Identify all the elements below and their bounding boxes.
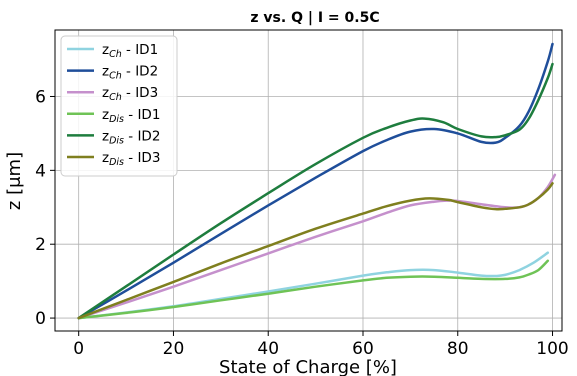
y-tick-label: 6 [35, 87, 46, 107]
legend-label-subscript: Dis [109, 135, 124, 146]
legend-entry: zDis - ID2 [67, 128, 160, 146]
y-axis-label: z [μm] [4, 152, 25, 210]
legend-entry: zCh - ID3 [67, 85, 158, 103]
legend-entry: zDis - ID3 [67, 150, 160, 168]
legend-label-suffix: - ID2 [122, 64, 158, 80]
series-line-3 [77, 173, 557, 320]
legend-label-suffix: - ID1 [124, 107, 160, 123]
series-line-4 [77, 259, 550, 320]
legend-label: zDis - ID1 [102, 107, 160, 125]
legend-label-suffix: - ID3 [124, 150, 160, 166]
series-line-6 [77, 182, 554, 320]
legend-label-subscript: Ch [109, 92, 122, 103]
x-tick-label: 40 [257, 339, 279, 359]
legend-label-subscript: Dis [109, 114, 124, 125]
legend-label-base: z [102, 128, 109, 144]
legend-entry: zCh - ID1 [67, 42, 158, 60]
legend-label-subscript: Ch [109, 49, 122, 60]
series-lines [77, 42, 557, 320]
plot-frame [54, 29, 563, 332]
legend-label-base: z [102, 42, 109, 58]
legend-label: zDis - ID2 [102, 128, 160, 146]
x-tick-label: 0 [73, 339, 84, 359]
legend-label: zCh - ID2 [102, 64, 158, 82]
y-tick-label: 2 [35, 235, 46, 255]
legend-label-subscript: Dis [109, 157, 124, 168]
x-tick-label: 100 [536, 339, 568, 359]
x-axis-label: State of Charge [%] [219, 357, 397, 376]
series-line-5 [77, 62, 554, 320]
legend-label-suffix: - ID3 [122, 85, 158, 101]
chart-title: z vs. Q | I = 0.5C [250, 10, 379, 26]
legend-label-base: z [102, 150, 109, 166]
ticks: 0 20 40 60 80 100 0 2 4 6 [35, 87, 569, 359]
legend-entry: zDis - ID1 [67, 107, 160, 125]
y-tick-label: 4 [35, 161, 46, 181]
x-tick-label: 20 [163, 339, 185, 359]
legend-label-suffix: - ID1 [122, 42, 158, 58]
legend-entry: zCh - ID2 [67, 64, 158, 82]
legend-label-base: z [102, 64, 109, 80]
y-tick-label: 0 [35, 309, 46, 329]
legend-label-subscript: Ch [109, 71, 122, 82]
legend-label-suffix: - ID2 [124, 128, 160, 144]
x-tick-label: 60 [352, 339, 374, 359]
series-line-2 [77, 42, 554, 320]
legend-label-base: z [102, 85, 109, 101]
legend-label: zDis - ID3 [102, 150, 160, 168]
x-tick-label: 80 [447, 339, 469, 359]
legend-label-base: z [102, 107, 109, 123]
series-line-1 [77, 251, 550, 320]
legend-label: zCh - ID3 [102, 85, 158, 103]
legend-label: zCh - ID1 [102, 42, 158, 60]
